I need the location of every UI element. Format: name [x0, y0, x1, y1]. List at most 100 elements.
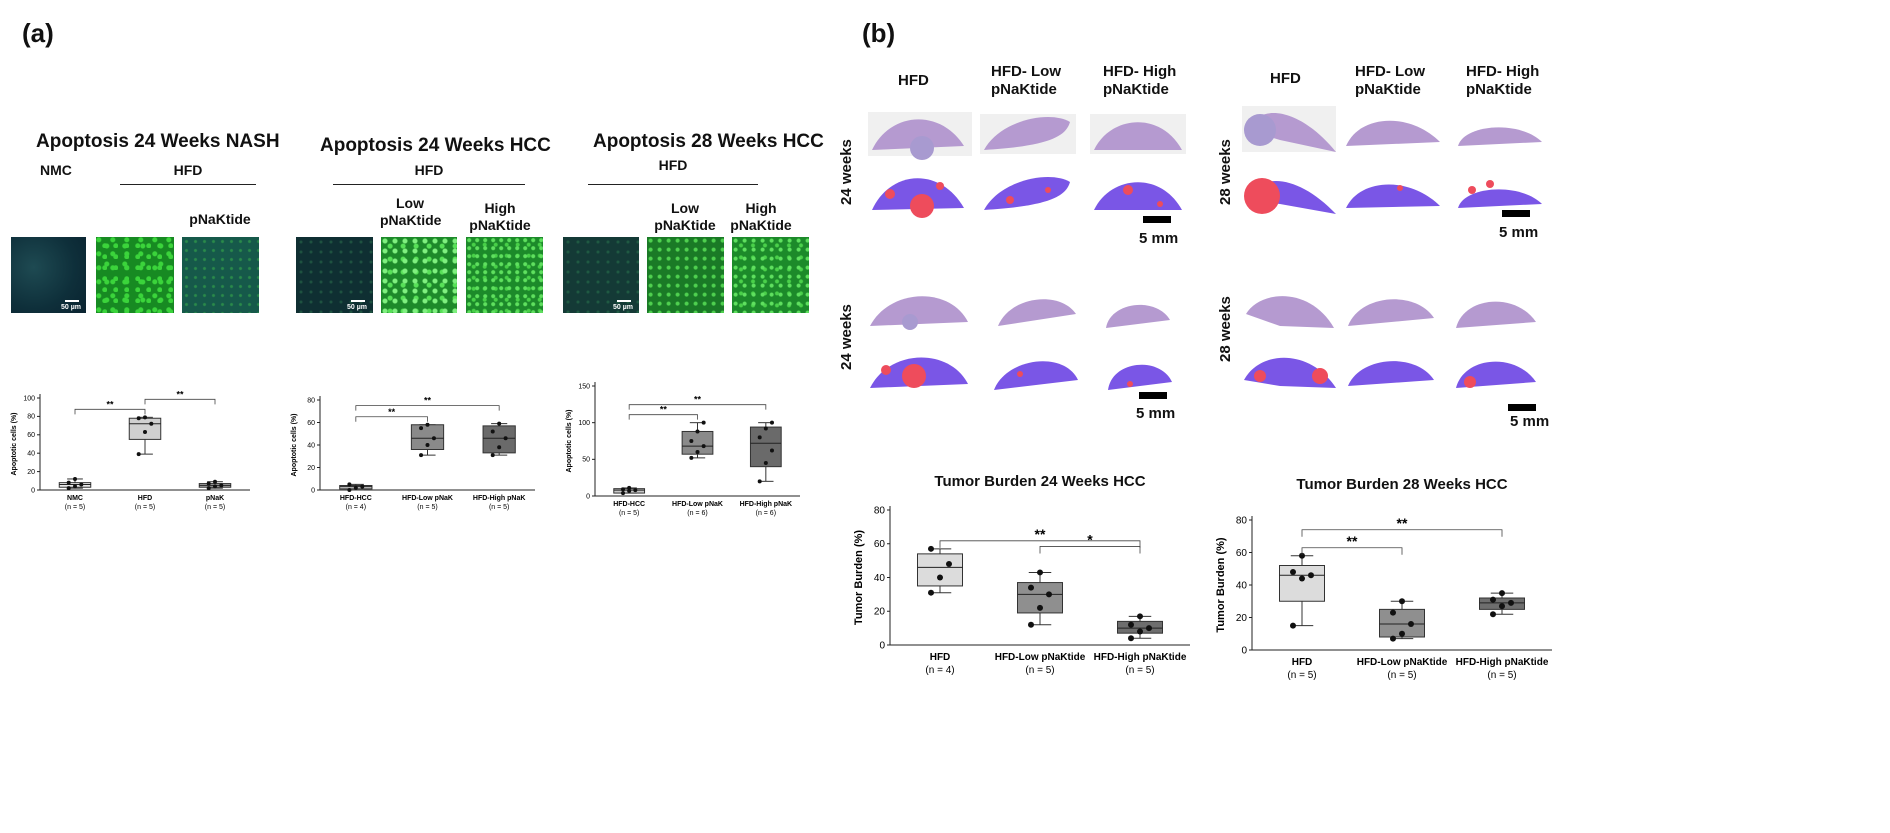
chart-tumor-burden-28w: 0 20 40 60 80 Tumor Burden (%) HFD (n = 5) HFD-L…	[1215, 515, 1552, 680]
n-label: (n = 5)	[417, 504, 437, 511]
significance-stars: **	[388, 407, 396, 417]
y-tick-label: 60	[1236, 548, 1248, 559]
data-point	[1399, 598, 1405, 605]
data-point	[1499, 603, 1505, 610]
data-point	[213, 479, 217, 484]
data-point	[1408, 621, 1414, 627]
row-label-24w-bottom: 24 weeks	[838, 304, 855, 370]
y-tick-label: 0	[879, 640, 885, 651]
n-label: (n = 5)	[1125, 665, 1154, 675]
data-point	[946, 561, 952, 567]
data-point	[1037, 604, 1043, 611]
y-axis-label: Tumor Burden (%)	[1215, 537, 1227, 632]
data-point	[490, 453, 495, 458]
y-tick-label: 60	[307, 420, 315, 427]
col-header-low-right: HFD- Low pNaKtide	[1355, 63, 1425, 98]
panel-a-label: (a)	[22, 18, 54, 48]
data-point	[360, 484, 365, 489]
liver-he-low-24w-a	[980, 114, 1076, 154]
liver-he-high-24w-b	[1106, 304, 1170, 328]
y-tick-label: 20	[27, 469, 35, 476]
y-tick-label: 50	[582, 457, 590, 464]
group-title-hcc-28w: Apoptosis 28 Weeks HCC	[593, 131, 824, 152]
data-point	[1499, 590, 1505, 597]
y-tick-label: 0	[31, 487, 35, 494]
header-high-g3: High pNaKtide	[730, 200, 792, 233]
col-header-high-left: HFD- High pNaKtide	[1103, 63, 1177, 98]
data-point	[136, 416, 141, 421]
data-point	[769, 448, 774, 453]
data-point	[1046, 591, 1052, 598]
data-point	[1037, 569, 1043, 576]
data-point	[419, 453, 424, 458]
data-point	[73, 476, 77, 481]
category-label: HFD	[1292, 657, 1313, 668]
header-divider-g2	[333, 184, 525, 185]
y-tick-label: 100	[578, 420, 590, 427]
data-point	[763, 461, 768, 465]
y-tick-label: 150	[578, 383, 590, 390]
significance-stars: **	[424, 396, 432, 406]
liver-stain-low-24w-a	[984, 177, 1070, 210]
category-label: HFD-Low pNaK	[402, 495, 453, 502]
data-point	[353, 485, 358, 490]
data-point	[627, 488, 632, 493]
col-header-hfd-right: HFD	[1270, 70, 1301, 87]
liver-stain-high-28w-b	[1456, 361, 1536, 388]
y-tick-label: 80	[27, 414, 35, 421]
row-label-24w-top: 24 weeks	[838, 139, 855, 205]
n-label: (n = 5)	[205, 504, 225, 511]
liver-he-low-24w-b	[998, 299, 1076, 326]
liver-section-images	[868, 106, 1542, 390]
data-point	[79, 482, 84, 487]
n-label: (n = 4)	[925, 665, 954, 675]
significance-bracket	[628, 414, 698, 420]
category-label: HFD-HCC	[340, 495, 372, 502]
significance-bracket	[355, 416, 428, 422]
data-point	[1390, 609, 1396, 616]
y-tick-label: 20	[874, 607, 886, 618]
scalebar-28w-top	[1502, 210, 1530, 217]
significance-bracket	[1301, 547, 1403, 555]
category-label: HFD-HCC	[613, 501, 645, 508]
data-point	[689, 455, 694, 460]
scalebar-label-28w-top: 5 mm	[1499, 224, 1539, 241]
n-label: (n = 5)	[619, 510, 639, 517]
data-point	[621, 487, 626, 492]
y-tick-label: 0	[586, 493, 590, 500]
data-point	[633, 488, 638, 493]
box	[1279, 565, 1325, 602]
y-tick-label: 0	[311, 487, 315, 494]
data-point	[1128, 621, 1134, 628]
data-point	[143, 415, 147, 420]
scalebar-label-24w-top: 5 mm	[1139, 230, 1179, 247]
data-point	[701, 420, 706, 425]
data-point	[1390, 635, 1396, 642]
data-point	[136, 452, 141, 457]
liver-stain-hfd-24w-b	[870, 357, 968, 388]
significance-bracket	[628, 404, 767, 410]
data-point	[347, 482, 352, 487]
scalebar-label-28w-bottom: 5 mm	[1510, 413, 1550, 430]
n-label: (n = 5)	[489, 504, 509, 511]
data-point	[143, 430, 147, 435]
category-label: HFD-High pNaKtide	[1094, 652, 1187, 663]
box	[917, 553, 963, 587]
liver-he-low-28w-a	[1346, 120, 1440, 146]
y-axis-label: Apoptotic cells (%)	[291, 413, 298, 476]
data-point	[425, 443, 430, 447]
y-tick-label: 40	[874, 573, 886, 584]
data-point	[347, 488, 352, 492]
n-label: (n = 6)	[687, 510, 707, 517]
data-point	[431, 436, 436, 441]
group-title-nash-24w: Apoptosis 24 Weeks NASH	[36, 131, 280, 152]
micrograph-low-24w	[381, 237, 457, 313]
header-hfd-g2: HFD	[414, 162, 444, 178]
category-label: HFD-Low pNaKtide	[1357, 657, 1448, 668]
data-point	[621, 491, 626, 496]
category-label: HFD-High pNaK	[740, 501, 793, 508]
data-point	[769, 420, 774, 425]
data-point	[928, 545, 934, 552]
data-point	[695, 429, 700, 434]
significance-stars: **	[106, 399, 114, 409]
